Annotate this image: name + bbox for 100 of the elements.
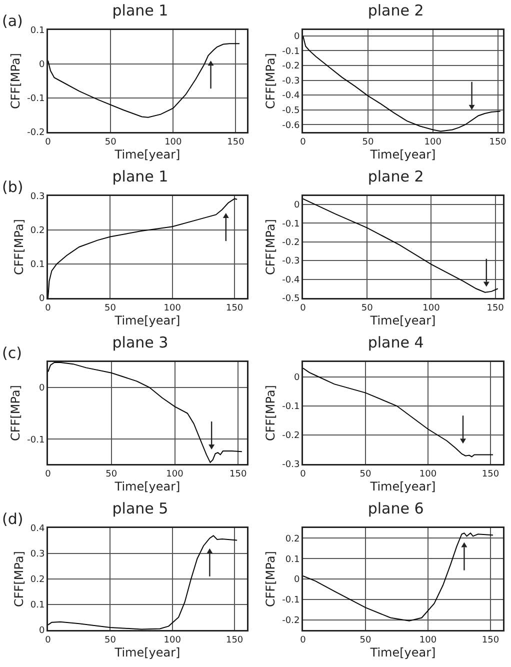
x-tick-label: 100 (424, 137, 442, 148)
chart-title: plane 3 (112, 333, 168, 352)
x-tick-label: 0 (300, 303, 306, 314)
y-tick-label: -0.3 (282, 76, 300, 86)
y-tick-label: -0.2 (282, 62, 300, 72)
y-tick-label: 0.2 (285, 534, 300, 544)
x-axis-title: Time[year] (114, 479, 180, 494)
y-tick-label: 0 (38, 626, 45, 636)
y-tick-label: -0.3 (282, 256, 300, 267)
x-tick-label: 50 (104, 303, 116, 314)
x-tick-label: 50 (362, 137, 374, 148)
y-tick-label: -0.5 (282, 106, 300, 116)
y-tick-label: -0.1 (27, 94, 45, 104)
y-tick-label: 0 (294, 32, 300, 42)
y-tick-label: -0.3 (282, 460, 300, 470)
line-series (48, 535, 238, 630)
y-axis-title: CFF[MPa] (12, 219, 26, 275)
y-tick-label: 0 (38, 384, 45, 394)
y-tick-label: 0.3 (30, 550, 45, 560)
y-tick-label: -0.1 (282, 402, 300, 412)
x-tick-label: 100 (164, 137, 182, 148)
x-tick-label: 150 (486, 303, 504, 314)
x-axis-title: Time[year] (369, 313, 436, 328)
x-axis-title: Time[year] (369, 645, 436, 660)
x-tick-label: 150 (226, 635, 244, 646)
x-tick-label: 0 (45, 469, 52, 480)
x-tick-label: 150 (482, 635, 500, 646)
line-series (303, 368, 494, 458)
x-tick-label: 0 (45, 137, 52, 148)
x-tick-label: 50 (104, 635, 116, 646)
x-tick-label: 50 (361, 303, 374, 314)
line-series (303, 532, 494, 622)
line-series (48, 198, 238, 298)
y-axis-title: CFF[MPa] (8, 53, 23, 109)
text: (d) (2, 510, 24, 528)
y-axis-title: CFF[MPa] (264, 385, 278, 441)
y-tick-label: 0.1 (30, 600, 45, 611)
y-tick-label: 0 (294, 200, 300, 211)
y-tick-label: 0 (294, 575, 300, 586)
chart-title: plane 1 (112, 1, 168, 20)
y-tick-label: -0.4 (282, 275, 300, 286)
x-tick-label: 50 (104, 137, 117, 148)
y-axis-title: CFF[MPa] (264, 53, 278, 109)
y-tick-label: 0 (38, 60, 45, 70)
x-axis-title: Time[year] (114, 147, 180, 162)
y-tick-label: 0.4 (30, 524, 45, 534)
chart-title: plane 1 (112, 167, 168, 186)
y-tick-label: -0.2 (282, 431, 300, 442)
line-series (48, 43, 240, 118)
y-axis-title: CFF[MPa] (12, 551, 26, 607)
y-axis-title: CFF[MPa] (8, 385, 23, 441)
y-tick-label: 0.1 (285, 554, 300, 565)
text: (c) (2, 344, 22, 362)
x-tick-label: 150 (489, 137, 507, 148)
x-tick-label: 150 (227, 137, 245, 148)
x-tick-label: 0 (45, 635, 52, 646)
y-tick-label: -0.1 (282, 46, 300, 57)
y-tick-label: -0.6 (282, 120, 300, 131)
x-axis-title: Time[year] (369, 479, 436, 494)
chart-title: plane 5 (112, 499, 168, 518)
x-tick-label: 100 (164, 635, 182, 646)
x-tick-label: 0 (300, 635, 306, 646)
chart-title: plane 2 (368, 1, 424, 20)
y-tick-label: -0.4 (282, 91, 300, 102)
x-axis-title: Time[year] (114, 313, 180, 328)
x-tick-label: 50 (106, 469, 118, 480)
x-tick-label: 0 (45, 303, 52, 314)
x-tick-label: 100 (419, 469, 437, 480)
text: (a) (2, 12, 23, 30)
line-series (303, 198, 498, 293)
y-tick-label: -0.2 (27, 128, 45, 138)
y-tick-label: 0.1 (30, 26, 45, 36)
x-tick-label: 0 (300, 137, 306, 148)
y-tick-label: -0.1 (282, 219, 300, 230)
x-tick-label: 50 (360, 469, 372, 480)
y-tick-label: 0.2 (30, 226, 45, 236)
y-axis-title: CFF[MPa] (264, 219, 278, 275)
y-tick-label: -0.2 (282, 238, 300, 248)
x-tick-label: 100 (166, 469, 184, 480)
text: (b) (2, 178, 24, 196)
x-tick-label: 50 (360, 635, 372, 646)
y-tick-label: -0.2 (282, 616, 300, 626)
y-tick-label: 0 (294, 372, 300, 383)
y-tick-label: 0.3 (30, 192, 45, 202)
chart-title: plane 6 (368, 499, 424, 518)
x-tick-label: 150 (482, 469, 500, 480)
y-tick-label: -0.5 (282, 294, 300, 304)
x-axis-title: Time[year] (369, 147, 436, 162)
chart-title: plane 2 (368, 167, 424, 186)
y-tick-label: 0.2 (30, 575, 45, 586)
x-tick-label: 100 (164, 303, 182, 314)
line-series (48, 362, 242, 463)
chart-title: plane 4 (368, 333, 424, 352)
y-tick-label: 0.1 (30, 260, 45, 270)
x-tick-label: 150 (226, 303, 244, 314)
y-tick-label: -0.1 (27, 435, 45, 446)
x-tick-label: 0 (300, 469, 306, 480)
y-axis-title: CFF[MPa] (264, 551, 278, 607)
x-axis-title: Time[year] (114, 645, 180, 660)
line-series (303, 35, 501, 132)
